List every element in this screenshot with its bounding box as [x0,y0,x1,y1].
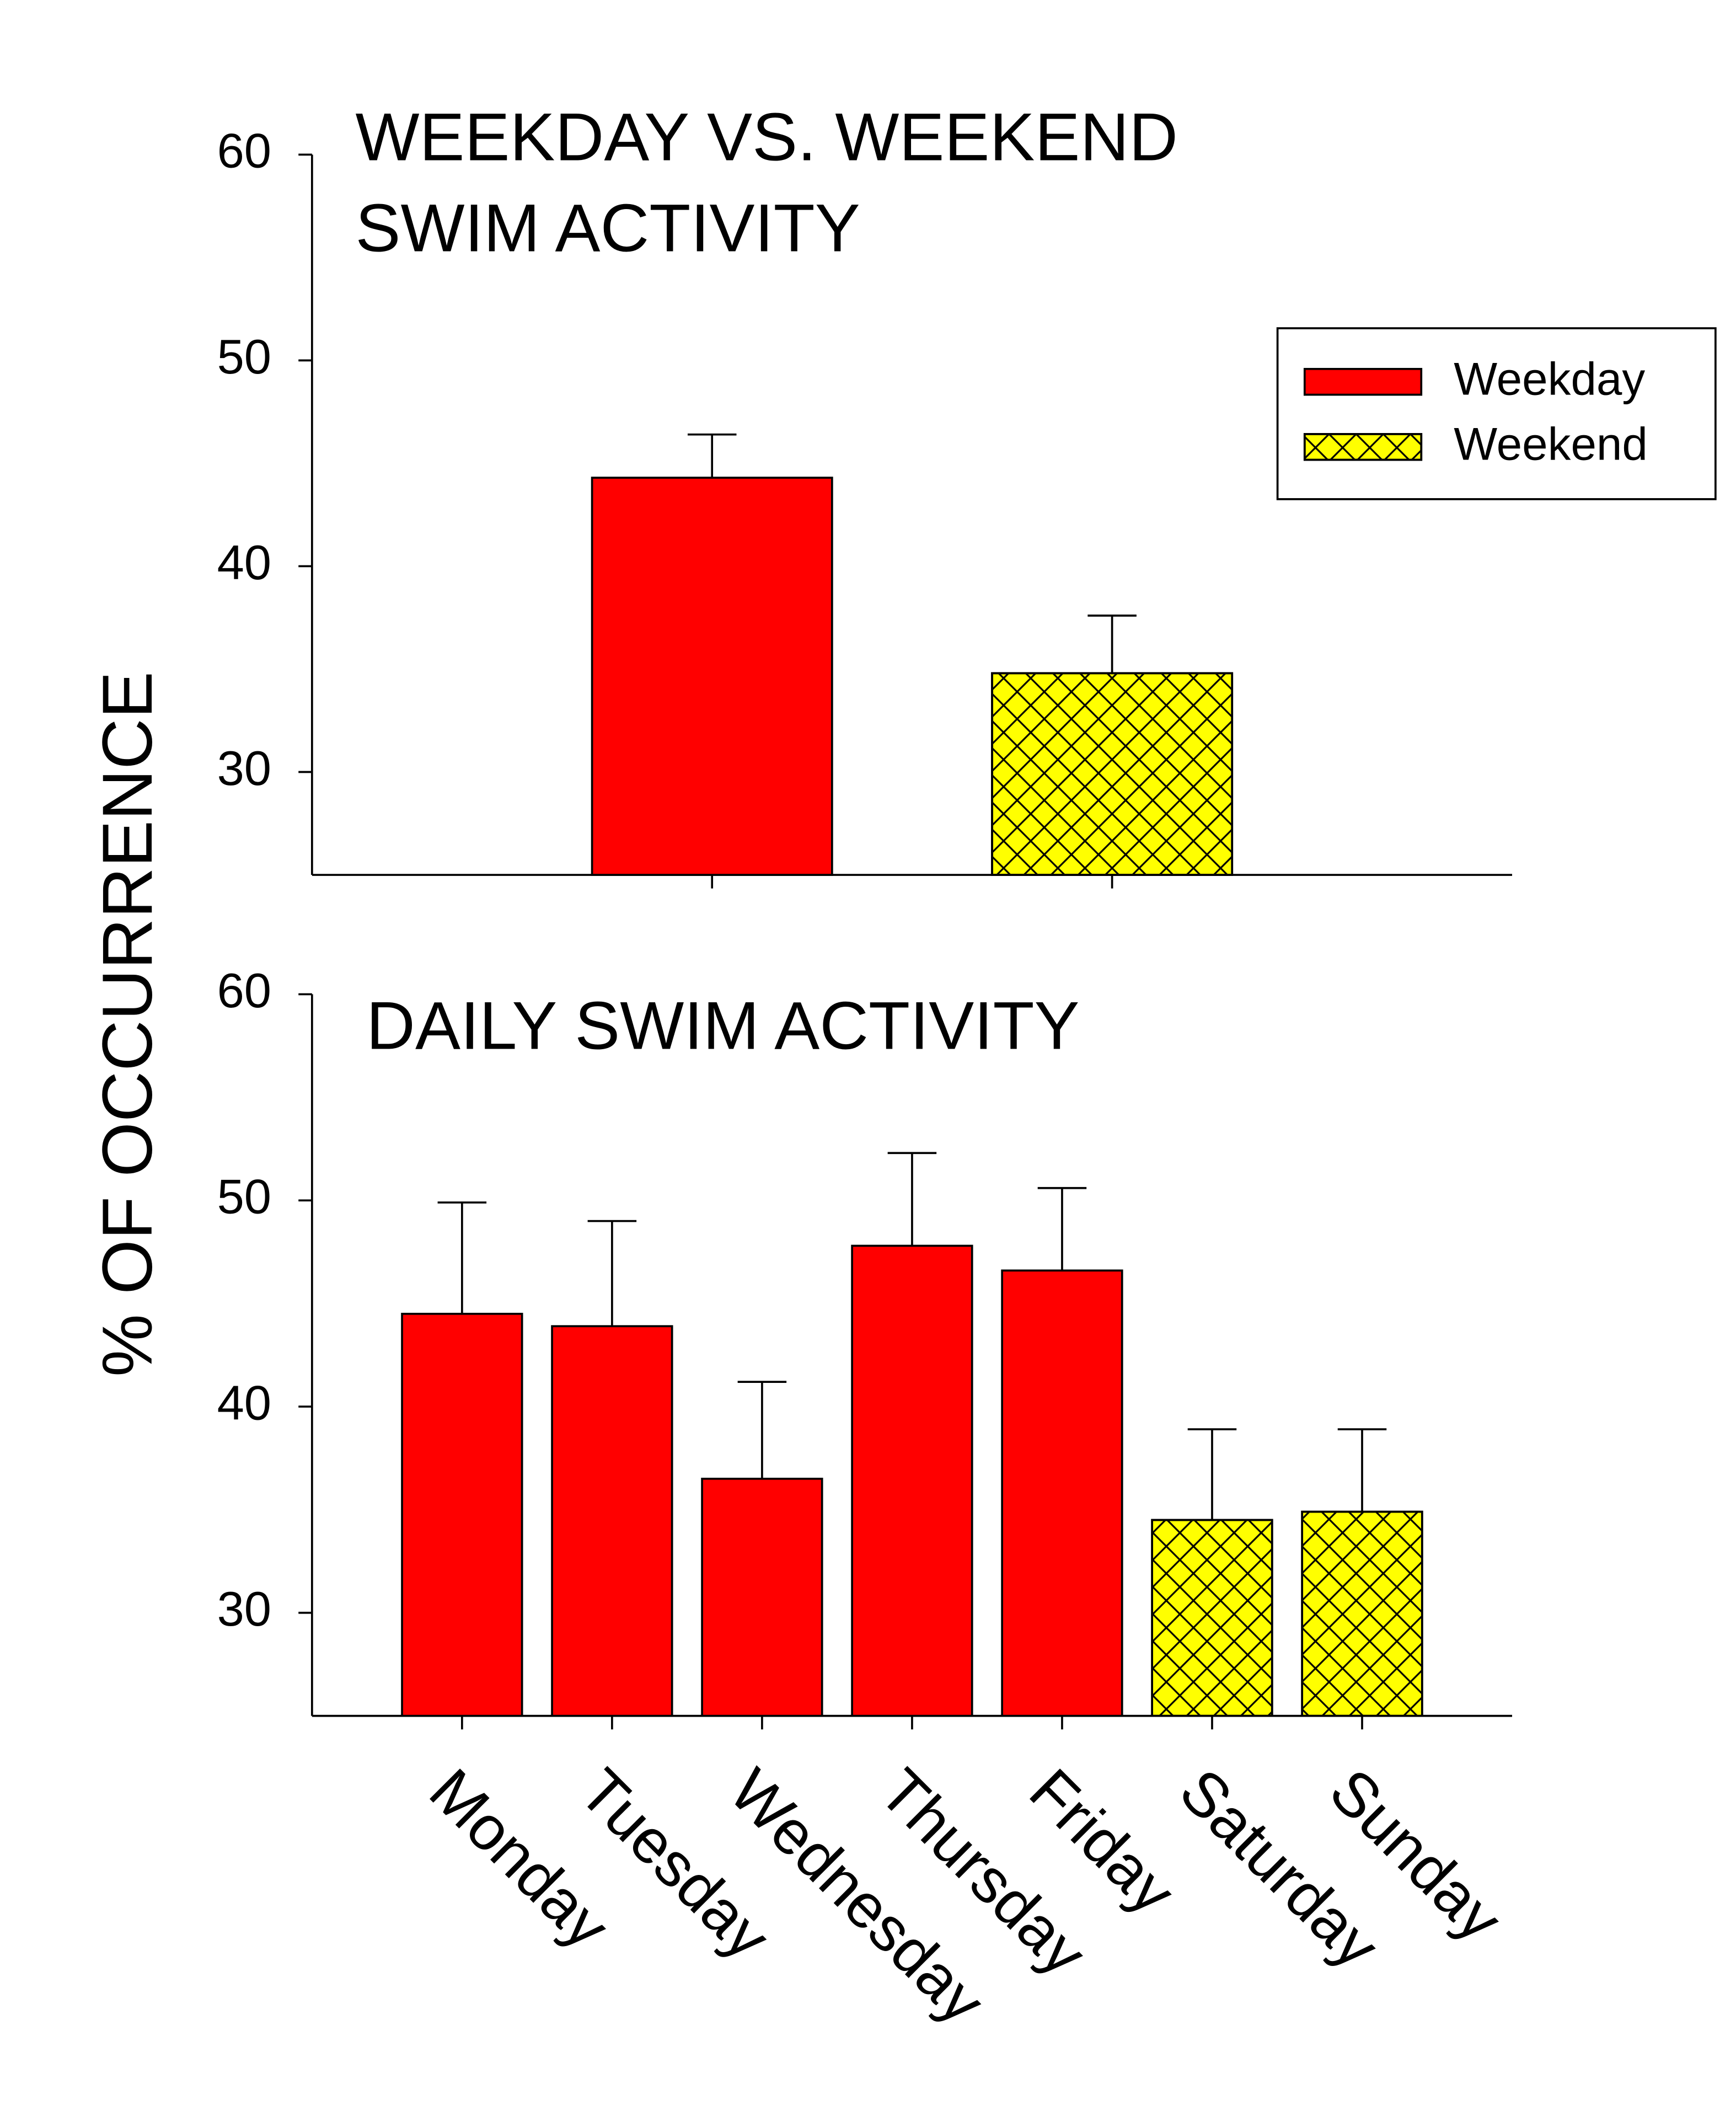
bar [851,1244,973,1717]
legend-swatch-hatch [1303,433,1423,461]
bar [1001,1269,1123,1717]
error-bar [687,433,737,478]
bar-hatch [1151,1519,1273,1717]
y-tick-label: 30 [217,1581,271,1636]
y-tick-label: 50 [217,1169,271,1224]
chart-title: DAILY SWIM ACTIVITY [366,988,1079,1064]
bar [551,1325,673,1717]
legend-box [1276,327,1717,500]
bar-hatch [991,672,1234,876]
error-bar [737,1381,787,1479]
error-bar [1337,1428,1387,1512]
y-axis-label: % OF OCCURRENCE [88,671,167,1377]
error-bar [1037,1187,1087,1271]
error-bar [887,1152,937,1246]
y-tick-label: 40 [217,535,271,590]
bar [401,1312,523,1717]
legend-label: Weekday [1454,353,1645,405]
bar-hatch [1301,1510,1423,1717]
y-tick-label: 60 [217,124,271,178]
y-tick-label: 50 [217,329,271,384]
error-bar [587,1220,637,1327]
bar [701,1477,823,1717]
y-tick-label: 60 [217,963,271,1018]
y-tick-label: 40 [217,1375,271,1430]
legend-swatch [1303,367,1423,396]
bar [591,477,833,876]
error-bar [1187,1428,1237,1520]
y-tick-label: 30 [217,741,271,795]
chart-title: SWIM ACTIVITY [356,190,860,266]
error-bar [1087,615,1137,674]
chart-title: WEEKDAY VS. WEEKEND [356,100,1178,175]
legend-label: Weekend [1454,418,1648,470]
error-bar [437,1201,487,1314]
